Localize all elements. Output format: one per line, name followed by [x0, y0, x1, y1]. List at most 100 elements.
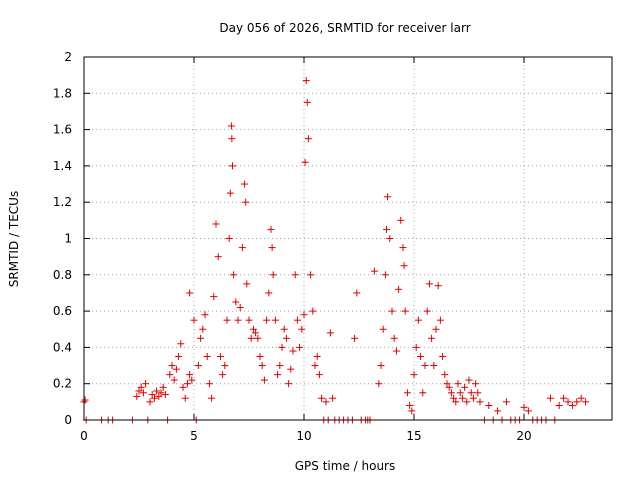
- data-point: [577, 394, 585, 402]
- x-tick-label: 5: [190, 429, 198, 443]
- data-point: [256, 352, 264, 360]
- y-tick-label: 0: [64, 413, 72, 427]
- data-point: [157, 389, 165, 397]
- data-point: [263, 316, 271, 324]
- data-point: [307, 271, 315, 279]
- data-point: [234, 316, 242, 324]
- data-point: [423, 307, 431, 315]
- y-tick-label: 1.6: [53, 123, 72, 137]
- data-point: [300, 311, 308, 319]
- data-point: [223, 316, 231, 324]
- data-point: [221, 362, 229, 370]
- data-point: [390, 334, 398, 342]
- data-point: [436, 316, 444, 324]
- data-point: [289, 347, 297, 355]
- y-tick-label: 0.2: [53, 377, 72, 391]
- data-point: [474, 389, 482, 397]
- x-tick-label: 15: [406, 429, 421, 443]
- data-point: [467, 389, 475, 397]
- data-point: [293, 316, 301, 324]
- y-tick-label: 1: [64, 232, 72, 246]
- data-point: [175, 352, 183, 360]
- data-points: [80, 77, 590, 424]
- data-point: [225, 235, 233, 242]
- data-point: [520, 403, 528, 411]
- data-point: [463, 398, 471, 406]
- data-point: [461, 383, 469, 391]
- data-point: [445, 383, 453, 391]
- data-point: [199, 325, 207, 333]
- data-point: [208, 394, 216, 402]
- data-point: [216, 352, 224, 360]
- data-point: [280, 325, 288, 333]
- data-point: [502, 398, 510, 406]
- data-point: [301, 158, 309, 166]
- y-tick-label: 0.8: [53, 268, 72, 282]
- data-point: [447, 389, 455, 397]
- data-point: [190, 316, 198, 324]
- x-tick-label: 20: [516, 429, 531, 443]
- data-point: [269, 271, 277, 279]
- y-tick-label: 1.8: [53, 86, 72, 100]
- data-point: [227, 122, 235, 130]
- data-point: [242, 198, 250, 206]
- y-axis-label: SRMTID / TECUs: [7, 191, 21, 287]
- data-point: [166, 371, 174, 379]
- data-point: [434, 282, 442, 290]
- data-point: [205, 380, 213, 388]
- data-point: [383, 225, 390, 233]
- data-point: [452, 398, 460, 406]
- data-point: [135, 387, 143, 395]
- data-point: [384, 193, 392, 201]
- data-point: [476, 398, 484, 406]
- data-point: [458, 394, 466, 402]
- data-point: [375, 380, 383, 388]
- data-point: [564, 398, 572, 406]
- data-point: [313, 352, 321, 360]
- data-point: [226, 189, 234, 197]
- data-point: [219, 371, 227, 379]
- data-point: [258, 362, 266, 370]
- data-point: [582, 398, 590, 406]
- data-point: [560, 394, 568, 402]
- data-point: [159, 383, 167, 391]
- data-point: [329, 394, 337, 402]
- data-point: [315, 371, 323, 379]
- data-point: [353, 289, 361, 297]
- data-point: [370, 267, 378, 275]
- data-point: [469, 394, 477, 402]
- data-point: [201, 311, 209, 319]
- data-point: [232, 298, 240, 306]
- data-point: [254, 334, 262, 342]
- data-point: [555, 401, 563, 409]
- data-point: [425, 280, 433, 288]
- y-tick-label: 0.4: [53, 340, 72, 354]
- data-point: [309, 307, 317, 315]
- data-point: [268, 244, 276, 252]
- data-point: [439, 352, 447, 360]
- data-point: [212, 220, 220, 228]
- data-point: [197, 334, 205, 342]
- data-point: [326, 329, 334, 337]
- data-point: [278, 343, 286, 351]
- data-point: [443, 380, 451, 388]
- data-point: [428, 334, 436, 342]
- y-tick-label: 1.2: [53, 195, 72, 209]
- data-point: [472, 380, 480, 388]
- axis-ticks: [83, 56, 612, 421]
- y-tick-label: 2: [64, 50, 72, 64]
- data-point: [456, 389, 464, 397]
- data-point: [243, 280, 251, 288]
- data-point: [172, 365, 180, 373]
- chart-title: Day 056 of 2026, SRMTID for receiver lar…: [219, 21, 470, 35]
- x-tick-label: 0: [80, 429, 88, 443]
- data-point: [214, 253, 222, 261]
- data-point: [155, 392, 163, 400]
- data-point: [318, 394, 326, 402]
- data-point: [414, 316, 422, 324]
- data-point: [179, 383, 187, 391]
- data-point: [81, 396, 89, 404]
- data-point: [419, 389, 427, 397]
- data-point: [228, 135, 236, 143]
